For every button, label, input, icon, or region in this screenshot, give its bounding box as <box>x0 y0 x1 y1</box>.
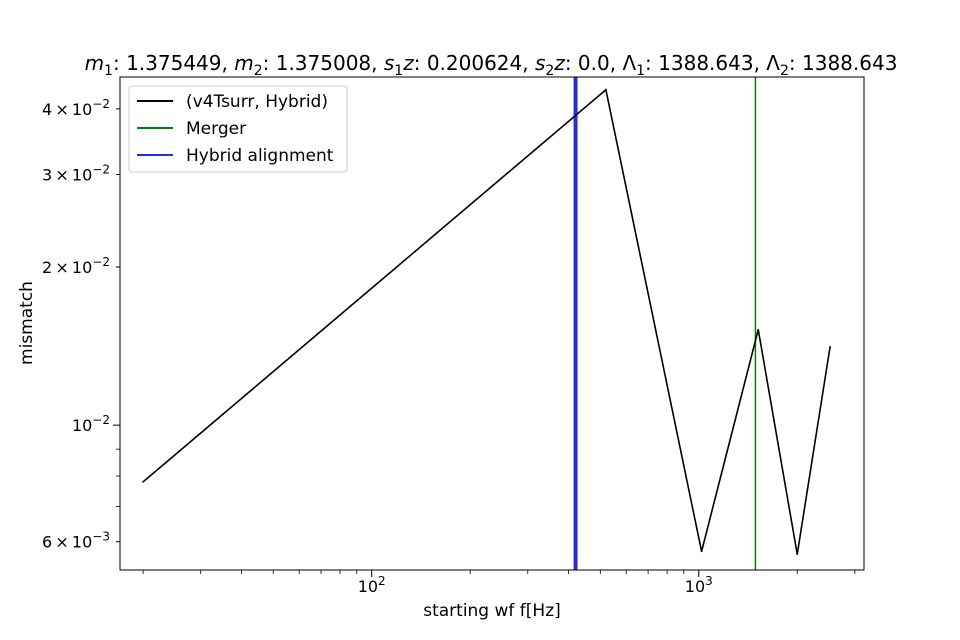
y-axis-label: mismatch <box>17 281 37 365</box>
x-tick-label: 103 <box>685 574 713 596</box>
y-tick-label: 6 × 10−3 <box>42 530 110 552</box>
plot-content <box>142 77 831 570</box>
chart-title: m1: 1.375449, m2: 1.375008, s1z: 0.20062… <box>85 51 898 79</box>
y-axis-ticks: 6 × 10−3 10−2 2 × 10−2 3 × 10−2 4 × 10−2 <box>42 97 120 552</box>
data-point <box>796 553 799 556</box>
data-point <box>700 550 703 553</box>
legend-label: Merger <box>186 119 246 139</box>
data-point <box>605 88 607 91</box>
data-point <box>757 328 760 331</box>
x-axis-label: starting wf f[Hz] <box>423 601 561 621</box>
y-tick-label: 2 × 10−2 <box>42 255 110 277</box>
plot-frame <box>119 76 865 571</box>
data-point <box>142 481 144 483</box>
legend-label: (v4Tsurr, Hybrid) <box>186 92 328 112</box>
y-tick-label: 10−2 <box>72 413 110 435</box>
legend-box <box>128 85 348 173</box>
y-tick-label: 3 × 10−2 <box>42 163 110 185</box>
y-tick-label: 4 × 10−2 <box>42 97 110 119</box>
legend: (v4Tsurr, Hybrid) Merger Hybrid alignment <box>128 85 348 173</box>
x-tick-label: 102 <box>358 574 386 596</box>
series-line <box>142 88 831 555</box>
legend-label: Hybrid alignment <box>186 146 334 166</box>
x-axis-ticks: 102 103 <box>142 570 856 596</box>
data-point <box>829 345 831 348</box>
